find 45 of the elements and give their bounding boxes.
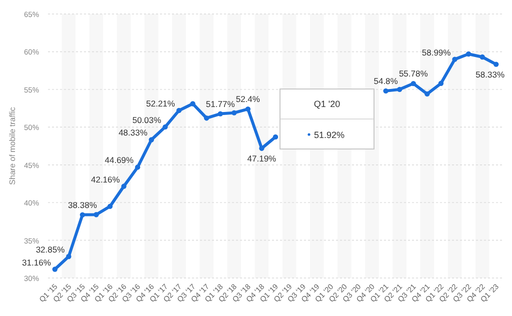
point	[107, 204, 113, 209]
point	[66, 254, 72, 260]
point	[396, 86, 402, 92]
data-label: 52.21%	[146, 98, 176, 108]
point	[245, 106, 251, 112]
data-label: 38.38%	[68, 200, 98, 210]
point	[383, 88, 388, 94]
point	[148, 137, 154, 142]
data-label: 54.8%	[374, 76, 398, 86]
point	[204, 115, 210, 121]
data-label: 52.4%	[236, 94, 260, 104]
data-label: 44.69%	[104, 155, 134, 166]
point	[52, 266, 58, 272]
data-label: 42.16%	[90, 174, 120, 184]
point	[259, 146, 264, 151]
annotation: Q1 '20	[314, 99, 340, 109]
data-label: 50.03%	[132, 114, 162, 125]
point	[466, 51, 472, 57]
point	[480, 54, 485, 60]
data-label: 47.19%	[247, 153, 277, 164]
point	[272, 134, 278, 140]
point	[190, 101, 196, 106]
point	[121, 184, 126, 189]
point	[232, 110, 237, 116]
data-label: 58.33%	[476, 69, 505, 80]
data-label: 48.33%	[118, 128, 148, 138]
point	[452, 56, 458, 62]
data-label: 58.99%	[422, 47, 452, 58]
data-label: 51.77%	[206, 98, 236, 109]
point	[438, 80, 444, 86]
point	[176, 108, 182, 114]
point	[94, 212, 99, 218]
point	[162, 124, 168, 130]
point	[494, 62, 499, 67]
point	[424, 91, 430, 97]
data-label: 55.78%	[398, 68, 428, 79]
y-axis-title: Share of mobile traffic	[8, 107, 17, 185]
data-label: 31.16%	[22, 257, 52, 268]
annotation: 51.92%	[314, 130, 345, 140]
tooltip-box: Q1 '20 51.92%	[280, 88, 374, 150]
point	[218, 111, 223, 116]
point	[135, 164, 140, 170]
point	[410, 80, 416, 86]
data-label: 32.85%	[36, 244, 66, 255]
point	[80, 212, 86, 218]
